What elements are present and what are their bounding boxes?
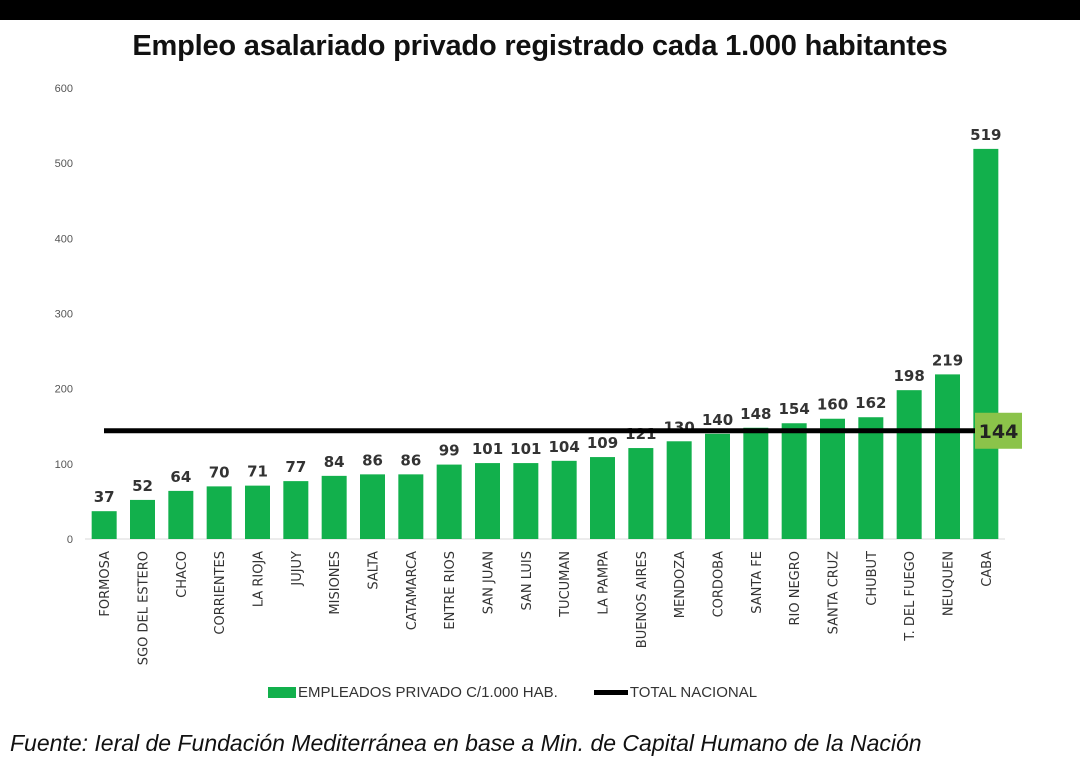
y-tick-label: 500 (55, 158, 73, 170)
category-label: BUENOS AIRES (635, 551, 650, 648)
bar-value-label: 101 (510, 440, 541, 458)
bar-value-label: 148 (740, 405, 771, 423)
category-label: SGO DEL ESTERO (137, 551, 152, 665)
legend-line-swatch (593, 690, 628, 695)
total-nacional-value-label: 144 (979, 421, 1019, 443)
category-label: CATAMARCA (405, 551, 420, 630)
bar (858, 417, 884, 539)
category-label: ENTRE RIOS (443, 551, 458, 630)
total-nacional-badge (975, 412, 1022, 449)
bar (743, 427, 769, 539)
category-label: SAN LUIS (520, 551, 535, 610)
bar-value-label: 104 (549, 438, 580, 456)
bar (781, 423, 807, 539)
category-label: MENDOZA (673, 551, 688, 618)
bar (475, 463, 500, 539)
top-black-bar (0, 0, 1080, 20)
bar-value-label: 37 (94, 488, 115, 506)
category-label: TUCUMAN (558, 551, 573, 618)
bar-value-label: 99 (439, 442, 460, 460)
bar-value-label: 86 (362, 451, 383, 469)
y-tick-label: 100 (55, 459, 73, 471)
bar (935, 374, 960, 539)
bar (283, 481, 309, 539)
y-tick-label: 0 (67, 534, 73, 546)
bar (513, 463, 539, 539)
category-label: MISIONES (328, 551, 343, 615)
category-label: LA RIOJA (252, 551, 267, 607)
category-label: NEUQUEN (942, 551, 957, 616)
bar (666, 441, 692, 539)
category-label: SANTA FE (750, 551, 765, 614)
bar (168, 490, 194, 539)
bar (896, 390, 922, 539)
bar (705, 433, 730, 539)
bar (551, 460, 577, 539)
legend-line-label: TOTAL NACIONAL (629, 684, 758, 701)
y-tick-label: 600 (55, 83, 73, 95)
bar-chart: 0 100 200 300 400 500 600 37 FORMOSA 52 SGO DEL ES… (55, 83, 1022, 665)
bar-value-label: 52 (132, 477, 153, 495)
legend-bar-label: EMPLEADOS PRIVADO C/1.000 HAB. (298, 684, 558, 701)
category-label: SANTA CRUZ (827, 551, 842, 634)
category-label: SALTA (367, 551, 382, 590)
bar-value-label: 121 (625, 425, 656, 443)
bar (321, 475, 347, 539)
bar-value-label: 519 (970, 126, 1001, 144)
bar-value-label: 77 (285, 458, 306, 476)
category-label: CHUBUT (865, 551, 880, 606)
bar (436, 464, 462, 539)
bar (245, 485, 270, 539)
bar-value-label: 160 (817, 396, 848, 414)
category-label: SAN JUAN (482, 551, 497, 614)
bar-value-label: 140 (702, 411, 733, 429)
chart-title: Empleo asalariado privado registrado cad… (132, 30, 948, 62)
bar-value-label: 64 (170, 468, 191, 486)
y-tick-label: 300 (55, 309, 73, 321)
bar-value-label: 109 (587, 434, 618, 452)
bar-value-label: 71 (247, 463, 268, 481)
bar (206, 486, 232, 539)
category-label: CHACO (175, 551, 190, 598)
category-label: CORRIENTES (213, 551, 228, 635)
bar-value-label: 154 (779, 400, 810, 418)
bar (628, 448, 654, 539)
bar (820, 418, 845, 539)
category-label: FORMOSA (98, 551, 113, 617)
category-label: CABA (980, 551, 995, 587)
bar (130, 499, 155, 539)
bar (360, 474, 385, 539)
bar-value-label: 198 (894, 367, 925, 385)
source-note: Fuente: Ieral de Fundación Mediterránea … (10, 730, 922, 756)
bar-value-label: 219 (932, 351, 963, 369)
bar-value-label: 162 (855, 394, 886, 412)
bar-value-label: 130 (664, 418, 695, 436)
bar-value-label: 101 (472, 440, 503, 458)
category-label: CORDOBA (712, 551, 727, 618)
y-tick-label: 200 (55, 384, 73, 396)
bar-value-label: 70 (209, 463, 230, 481)
bar-value-label: 86 (400, 451, 421, 469)
legend-bar-swatch (268, 687, 296, 698)
category-label: RIO NEGRO (788, 551, 803, 626)
bar (91, 511, 117, 539)
category-label: JUJUY (290, 551, 305, 587)
category-label: T. DEL FUEGO (903, 551, 918, 642)
category-label: LA PAMPA (597, 551, 612, 615)
bar (973, 148, 999, 539)
bar (590, 457, 615, 539)
bar (398, 474, 424, 539)
bar-value-label: 84 (324, 453, 345, 471)
chart-legend: EMPLEADOS PRIVADO C/1.000 HAB. TOTAL NAC… (268, 684, 757, 701)
y-tick-label: 400 (55, 233, 73, 245)
